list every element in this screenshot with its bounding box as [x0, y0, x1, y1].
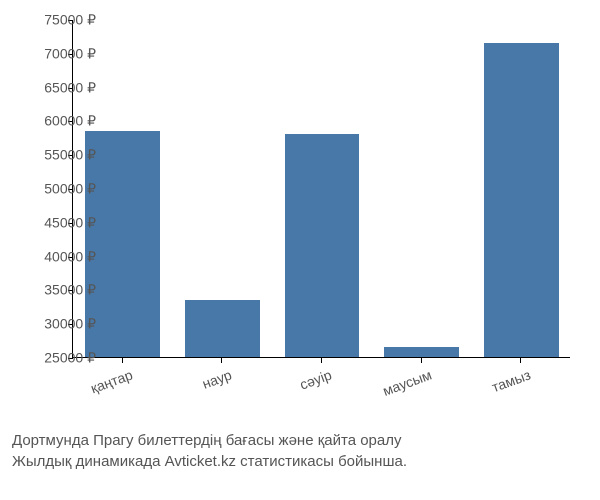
y-tick-label: 75000 ₽	[44, 12, 96, 29]
bar	[185, 300, 260, 357]
x-tick-mark	[421, 358, 422, 363]
caption-line-1: Дортмунда Прагу билеттердің бағасы және …	[12, 430, 407, 451]
x-tick-label: маусым	[371, 366, 433, 402]
x-tick-label: сәуір	[272, 366, 334, 402]
y-tick-label: 55000 ₽	[44, 147, 96, 164]
x-tick-mark	[321, 358, 322, 363]
x-tick-mark	[122, 358, 123, 363]
bar	[85, 131, 160, 357]
x-tick-label: тамыз	[471, 366, 533, 402]
y-tick-label: 30000 ₽	[44, 316, 96, 333]
bar-chart: қаңтарнаурсәуірмаусымтамыз	[72, 20, 570, 390]
y-tick-label: 40000 ₽	[44, 248, 96, 265]
caption-line-2: Жылдық динамикада Avticket.kz статистика…	[12, 451, 407, 472]
chart-caption: Дортмунда Прагу билеттердің бағасы және …	[12, 430, 407, 472]
y-tick-label: 70000 ₽	[44, 45, 96, 62]
y-tick-label: 60000 ₽	[44, 113, 96, 130]
y-tick-label: 50000 ₽	[44, 181, 96, 198]
plot-area	[72, 20, 570, 358]
y-tick-label: 35000 ₽	[44, 282, 96, 299]
x-tick-label: қаңтар	[73, 366, 135, 402]
bar	[384, 347, 459, 357]
bar	[484, 43, 559, 357]
y-tick-label: 45000 ₽	[44, 214, 96, 231]
x-tick-label: наур	[172, 366, 234, 402]
x-tick-mark	[520, 358, 521, 363]
y-tick-label: 65000 ₽	[44, 79, 96, 96]
x-tick-mark	[221, 358, 222, 363]
y-tick-label: 25000 ₽	[44, 350, 96, 367]
bar	[285, 134, 360, 357]
